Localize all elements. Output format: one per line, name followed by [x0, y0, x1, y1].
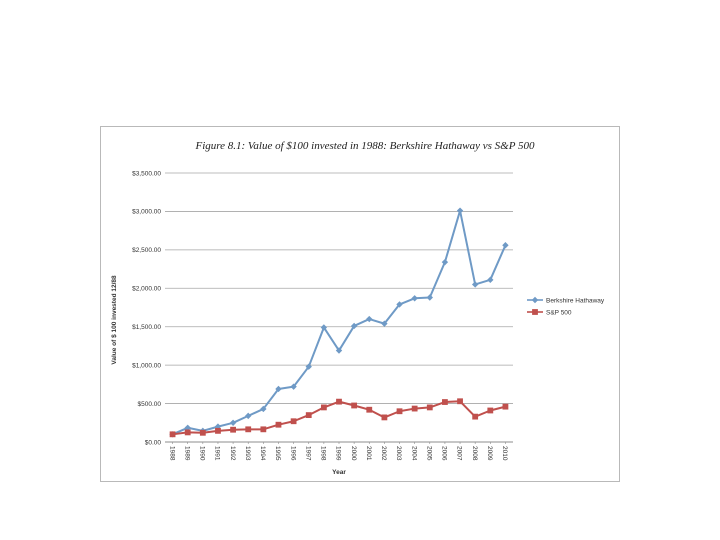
x-tick-label: 1992 [229, 446, 236, 461]
data-point [487, 407, 494, 414]
y-tick-label: $1,000.00 [132, 362, 161, 369]
chart-frame: Figure 8.1: Value of $100 invested in 19… [100, 126, 620, 482]
legend-label: S&P 500 [546, 309, 572, 316]
x-tick-label: 2007 [456, 446, 463, 461]
grid-lines [165, 172, 513, 443]
data-point [381, 414, 388, 421]
legend: Berkshire Hathaway S&P 500 [527, 296, 605, 316]
data-point [199, 429, 206, 436]
x-tick-label: 2000 [350, 446, 357, 461]
data-point [275, 385, 282, 393]
data-point [260, 405, 267, 413]
data-point [456, 207, 464, 214]
x-tick-label: 1991 [214, 446, 221, 461]
data-point [366, 406, 373, 413]
data-point [471, 281, 479, 288]
data-point [320, 324, 328, 331]
y-tick-label: $1,500.00 [132, 324, 161, 331]
x-tick-label: 1990 [199, 446, 206, 461]
x-tick-label: 2008 [471, 446, 478, 461]
data-point [245, 412, 252, 420]
data-point [305, 412, 312, 418]
x-tick-label: 1993 [244, 446, 251, 461]
x-tick-label: 2005 [425, 446, 432, 461]
data-point [502, 242, 509, 249]
data-point [532, 309, 538, 315]
x-tick-label: 2009 [486, 446, 493, 461]
y-axis-label: Value of $ 100 invested 12/88 [111, 275, 118, 365]
data-point [336, 398, 342, 405]
data-point [441, 258, 449, 266]
data-point [457, 398, 463, 405]
chart-title: Figure 8.1: Value of $100 invested in 19… [194, 140, 535, 152]
data-point [396, 408, 403, 415]
data-point [230, 426, 236, 433]
data-point [290, 418, 297, 425]
series-line [172, 400, 506, 436]
series-layer [169, 207, 509, 438]
y-tick-label: $3,500.00 [132, 170, 161, 177]
data-point [411, 405, 418, 412]
data-point [260, 426, 267, 433]
data-point [366, 315, 373, 323]
y-tick-label: $2,000.00 [132, 286, 161, 293]
y-tick-label: $500.00 [138, 401, 162, 408]
x-tick-label: 1998 [320, 446, 327, 461]
data-point [184, 429, 191, 436]
series-berkshire-hathaway [169, 207, 509, 438]
data-point [351, 402, 358, 409]
data-point [472, 413, 479, 420]
data-point [305, 363, 312, 370]
x-tick-label: 2006 [441, 446, 448, 461]
data-point [350, 322, 358, 330]
y-tick-label: $2,500.00 [132, 247, 161, 254]
data-point [229, 419, 237, 426]
data-point [275, 421, 282, 428]
data-point [411, 295, 418, 302]
x-tick-label: 2010 [501, 446, 508, 461]
data-point [184, 424, 191, 431]
data-point [426, 294, 433, 301]
legend-item: S&P 500 [527, 309, 572, 316]
series-s-p-500 [169, 398, 509, 438]
data-point [245, 426, 252, 433]
legend-label: Berkshire Hathaway [546, 297, 605, 304]
y-tick-label: $3,000.00 [132, 209, 161, 216]
x-tick-label: 2002 [380, 446, 387, 461]
x-tick-label: 1999 [335, 446, 342, 461]
data-point [531, 296, 539, 304]
x-tick-label: 1997 [304, 446, 311, 461]
x-tick-label: 1994 [259, 446, 266, 461]
x-tick-label: 2004 [410, 446, 417, 461]
data-point [442, 399, 448, 405]
x-axis-ticks: 1988 1989 1990 1991 1992 1993 1994 1995 1996 1997… [168, 442, 508, 461]
x-tick-label: 2001 [365, 446, 372, 461]
x-tick-label: 1988 [168, 446, 175, 461]
x-axis-label: Year [332, 469, 346, 476]
y-axis-ticks: $0.00 $500.00 $1,000.00 $1,500.00 $2,000.00 $… [132, 170, 161, 446]
line-chart: Figure 8.1: Value of $100 invested in 19… [111, 140, 605, 476]
x-tick-label: 1995 [274, 446, 281, 461]
x-tick-label: 2003 [395, 446, 402, 461]
data-point [396, 301, 403, 308]
data-point [169, 431, 176, 438]
data-point [381, 320, 388, 327]
data-point [320, 404, 327, 411]
data-point [487, 276, 494, 284]
data-point [290, 383, 297, 390]
data-point [502, 403, 509, 410]
y-tick-label: $0.00 [145, 439, 162, 446]
data-point [215, 427, 221, 434]
x-tick-label: 1989 [183, 446, 190, 461]
data-point [335, 347, 343, 354]
x-tick-label: 1996 [289, 446, 296, 461]
legend-item: Berkshire Hathaway [527, 296, 605, 304]
data-point [426, 404, 433, 411]
